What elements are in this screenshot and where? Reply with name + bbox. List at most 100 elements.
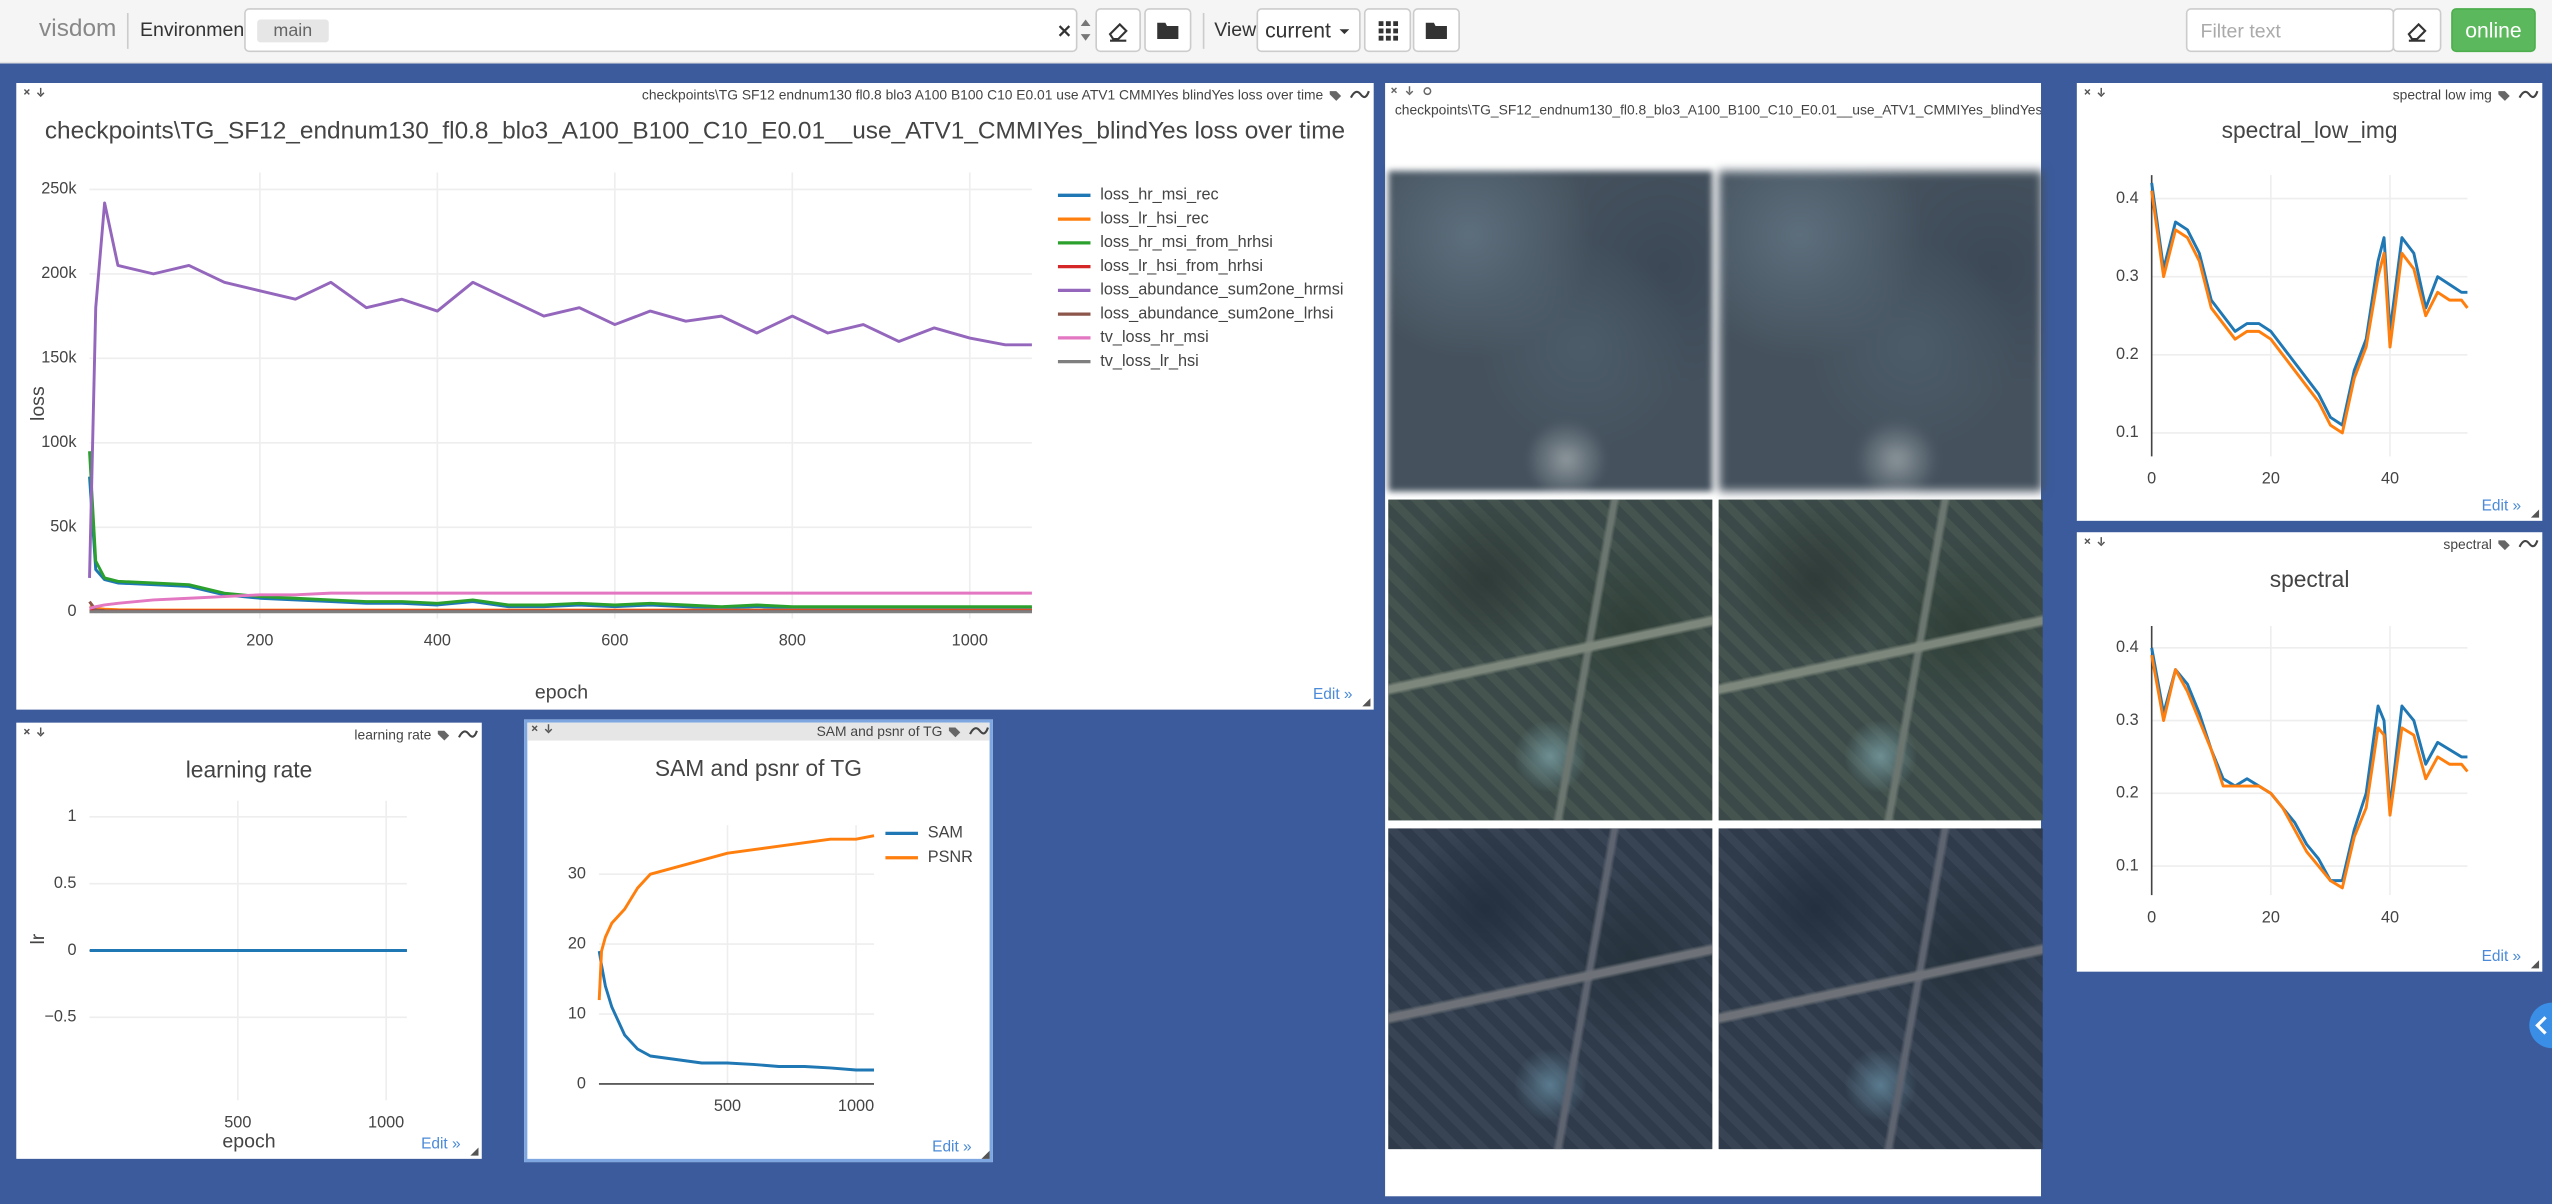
x-tick-label: 500 <box>224 1113 251 1131</box>
x-tick-label: 20 <box>2262 908 2280 926</box>
smooth-icon[interactable] <box>2518 539 2539 548</box>
tag-icon[interactable] <box>2498 540 2510 551</box>
chart-title: spectral <box>2270 566 2350 592</box>
folder-button[interactable] <box>1144 8 1192 53</box>
image <box>1388 828 1713 1150</box>
reset-icon[interactable] <box>1423 87 1432 96</box>
chart-pane: learning rate learning rate 500 1000 −0.5 0 0.… <box>16 722 482 1159</box>
environment-chip[interactable]: main <box>257 18 329 42</box>
sort-icon[interactable] <box>1079 16 1092 45</box>
y-tick-label: 200k <box>41 264 77 282</box>
chart: spectral low img spectral_low_img 0 20 40 0.1… <box>2084 87 2540 518</box>
filter-input[interactable]: Filter text <box>2185 8 2395 53</box>
download-icon[interactable] <box>2097 537 2106 547</box>
x-tick-label: 40 <box>2381 469 2399 487</box>
view-label: View <box>1214 17 1257 41</box>
filter-placeholder[interactable]: Filter text <box>2200 18 2281 42</box>
y-tick-label: 0 <box>67 941 76 959</box>
close-icon[interactable] <box>531 725 538 732</box>
x-tick-label: 800 <box>779 632 806 650</box>
filter-clear-button[interactable] <box>2392 8 2442 53</box>
image <box>1388 499 1713 821</box>
close-icon[interactable] <box>2084 89 2091 95</box>
folder-button[interactable] <box>1412 8 1460 53</box>
y-tick-label: 30 <box>568 864 586 882</box>
resize-handle[interactable] <box>470 1147 479 1156</box>
y-tick-label: 0.3 <box>2116 267 2139 285</box>
download-icon[interactable] <box>1405 86 1414 96</box>
x-tick-label: 200 <box>246 632 273 650</box>
resize-handle[interactable] <box>1362 698 1371 707</box>
x-tick-label: 1000 <box>838 1097 874 1115</box>
data-line <box>2150 647 2468 883</box>
smooth-icon[interactable] <box>1349 90 1370 99</box>
edit-link[interactable]: Edit » <box>2482 948 2522 965</box>
x-tick-label: 0 <box>2147 908 2156 926</box>
y-tick-label: 100k <box>41 433 77 451</box>
view-value[interactable]: current <box>1265 17 1331 43</box>
y-tick-label: 10 <box>568 1004 586 1022</box>
resize-handle[interactable] <box>2530 960 2540 969</box>
status-text[interactable]: online <box>2465 17 2522 43</box>
pane-header-bg <box>527 722 990 741</box>
chart-title: checkpoints\TG_SF12_endnum130_fl0.8_blo3… <box>45 117 1345 144</box>
resize-handle[interactable] <box>2530 509 2540 518</box>
legend-label: loss_hr_msi_from_hrhsi <box>1100 233 1273 251</box>
close-icon[interactable] <box>2084 538 2091 545</box>
y-tick-label: 0 <box>577 1074 586 1092</box>
legend-label: PSNR <box>928 848 973 866</box>
legend-label: loss_abundance_sum2one_lrhsi <box>1100 304 1333 322</box>
chart-title: learning rate <box>186 756 313 782</box>
chart: SAM and psnr of TG SAM and psnr of TG 500 1… <box>527 722 990 1159</box>
edit-link[interactable]: Edit » <box>2482 497 2522 514</box>
status-button[interactable]: online <box>2451 8 2536 53</box>
data-line <box>88 451 1032 609</box>
y-tick-label: 1 <box>67 807 76 825</box>
download-icon[interactable] <box>544 724 553 734</box>
chart-title: spectral_low_img <box>2222 117 2398 143</box>
image <box>1718 499 2043 821</box>
environment-select[interactable]: main <box>244 8 1078 53</box>
y-tick-label: 20 <box>568 934 586 952</box>
tag-icon[interactable] <box>437 730 450 741</box>
close-icon[interactable] <box>23 728 30 735</box>
pane-title: spectral low img <box>2393 87 2492 103</box>
tag-icon[interactable] <box>2498 91 2510 101</box>
y-tick-label: 50k <box>50 518 77 536</box>
smooth-icon[interactable] <box>969 727 989 735</box>
toolbar: visdom Environment main View current Fil… <box>0 0 2552 64</box>
divider <box>1202 13 1205 49</box>
legend-label: tv_loss_hr_msi <box>1100 328 1208 346</box>
y-tick-label: 0.2 <box>2116 345 2139 363</box>
smooth-icon[interactable] <box>2518 90 2539 99</box>
smooth-icon[interactable] <box>458 730 478 738</box>
environment-label: Environment <box>139 17 250 41</box>
side-toggle[interactable] <box>2523 999 2552 1051</box>
resize-handle[interactable] <box>981 1150 990 1159</box>
edit-link[interactable]: Edit » <box>1313 686 1353 703</box>
close-icon[interactable] <box>23 89 30 95</box>
y-tick-label: 150k <box>41 349 77 367</box>
download-icon[interactable] <box>36 87 45 98</box>
y-axis-label: lr <box>27 933 49 944</box>
tag-icon[interactable] <box>1329 91 1342 101</box>
chart-pane: SAM and psnr of TG SAM and psnr of TG 500 1… <box>524 719 993 1163</box>
chart-title: SAM and psnr of TG <box>655 755 862 781</box>
layout-button[interactable] <box>1363 8 1412 53</box>
y-tick-label: −0.5 <box>44 1008 76 1026</box>
edit-link[interactable]: Edit » <box>932 1139 972 1156</box>
edit-link[interactable]: Edit » <box>421 1135 461 1152</box>
data-line <box>88 476 1032 610</box>
clear-icon[interactable] <box>1055 21 1075 41</box>
y-tick-label: 0.4 <box>2116 638 2139 656</box>
view-select[interactable]: current <box>1256 8 1361 53</box>
close-icon[interactable] <box>1391 87 1397 94</box>
image <box>1718 170 2043 492</box>
download-icon[interactable] <box>2097 87 2106 98</box>
erase-button[interactable] <box>1095 8 1141 53</box>
pane-title: checkpoints\TG_SF12_endnum130_fl0.8_blo3… <box>1395 101 2041 117</box>
download-icon[interactable] <box>36 727 45 737</box>
x-axis-label: epoch <box>222 1131 275 1153</box>
tag-icon[interactable] <box>948 727 961 738</box>
